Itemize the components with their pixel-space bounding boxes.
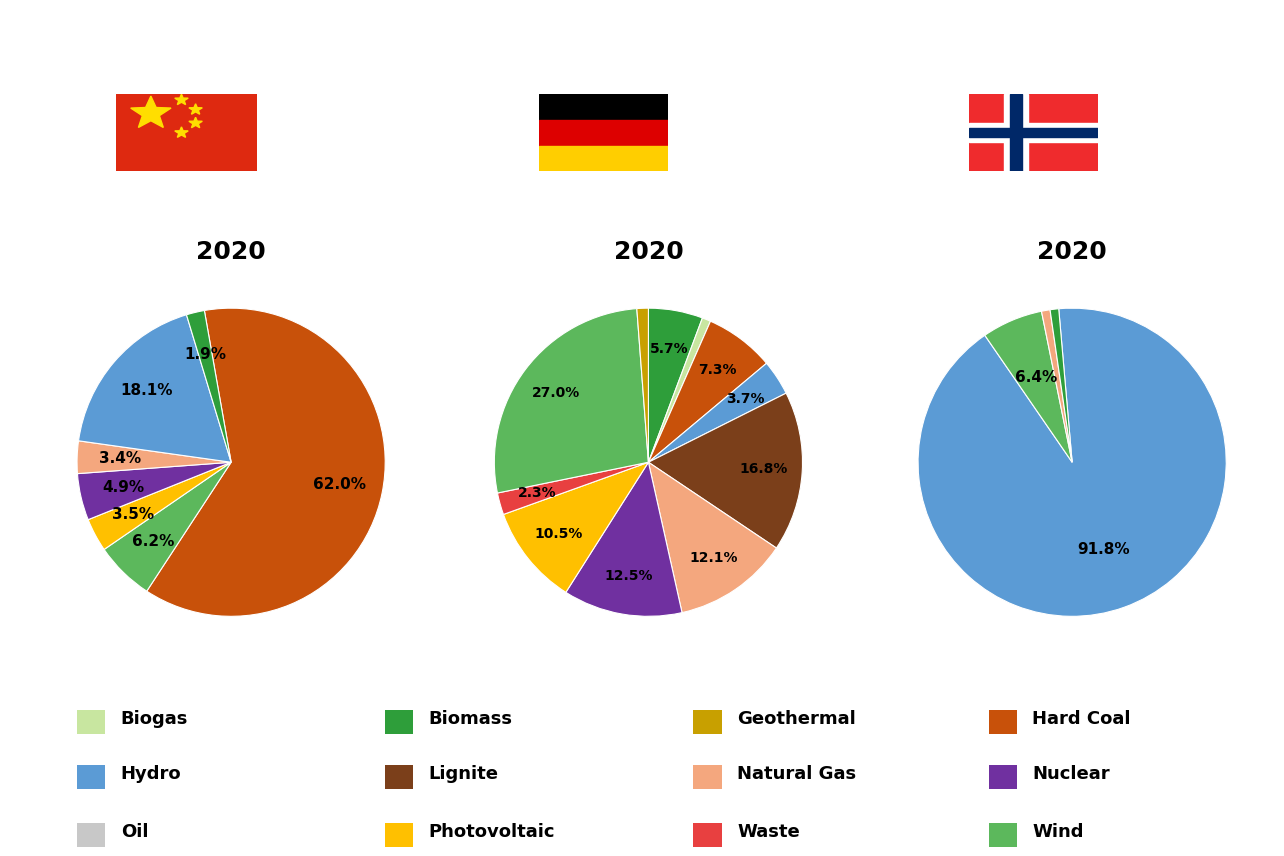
- Text: 1.9%: 1.9%: [185, 347, 226, 362]
- Wedge shape: [648, 308, 702, 462]
- Polygon shape: [131, 96, 171, 128]
- Text: Natural Gas: Natural Gas: [737, 764, 856, 783]
- Title: 2020: 2020: [196, 240, 266, 264]
- Wedge shape: [146, 308, 385, 616]
- Wedge shape: [186, 311, 231, 462]
- Polygon shape: [175, 127, 189, 137]
- Bar: [539, 120, 668, 146]
- Text: 16.8%: 16.8%: [740, 462, 788, 477]
- FancyBboxPatch shape: [989, 710, 1017, 734]
- Wedge shape: [497, 462, 648, 514]
- Text: 12.1%: 12.1%: [690, 550, 738, 565]
- FancyBboxPatch shape: [385, 765, 413, 789]
- Wedge shape: [648, 363, 786, 462]
- FancyBboxPatch shape: [77, 710, 105, 734]
- Text: Biomass: Biomass: [429, 710, 512, 728]
- Wedge shape: [89, 462, 231, 550]
- Text: 2.3%: 2.3%: [517, 486, 556, 501]
- Text: 3.4%: 3.4%: [99, 451, 141, 467]
- Text: Hydro: Hydro: [121, 764, 181, 783]
- Wedge shape: [648, 393, 802, 548]
- Text: Biogas: Biogas: [121, 710, 187, 728]
- Bar: [1011, 94, 1022, 171]
- FancyBboxPatch shape: [385, 710, 413, 734]
- Wedge shape: [494, 309, 648, 493]
- FancyBboxPatch shape: [693, 710, 722, 734]
- Text: Hard Coal: Hard Coal: [1032, 710, 1131, 728]
- Text: Nuclear: Nuclear: [1032, 764, 1109, 783]
- Wedge shape: [1050, 309, 1072, 462]
- Polygon shape: [189, 104, 203, 114]
- Text: Lignite: Lignite: [429, 764, 499, 783]
- Text: 7.3%: 7.3%: [698, 363, 737, 377]
- Text: 5.7%: 5.7%: [650, 342, 688, 355]
- Text: 12.5%: 12.5%: [605, 569, 652, 583]
- Text: 3.7%: 3.7%: [725, 392, 764, 406]
- Bar: [969, 128, 1098, 138]
- Bar: [539, 146, 668, 171]
- FancyBboxPatch shape: [693, 823, 722, 847]
- Text: 91.8%: 91.8%: [1077, 542, 1130, 556]
- Wedge shape: [637, 308, 648, 462]
- Text: Photovoltaic: Photovoltaic: [429, 823, 556, 841]
- Bar: [969, 123, 1098, 142]
- Text: Waste: Waste: [737, 823, 800, 841]
- FancyBboxPatch shape: [989, 765, 1017, 789]
- Text: Wind: Wind: [1032, 823, 1084, 841]
- Text: 62.0%: 62.0%: [313, 477, 366, 492]
- Text: 6.2%: 6.2%: [132, 534, 175, 549]
- Text: 6.4%: 6.4%: [1014, 370, 1057, 384]
- Wedge shape: [104, 462, 231, 591]
- Text: Geothermal: Geothermal: [737, 710, 855, 728]
- Wedge shape: [503, 462, 648, 592]
- Wedge shape: [77, 441, 231, 473]
- Text: 3.5%: 3.5%: [112, 507, 154, 522]
- Wedge shape: [78, 315, 231, 462]
- FancyBboxPatch shape: [385, 823, 413, 847]
- FancyBboxPatch shape: [77, 765, 105, 789]
- Wedge shape: [77, 462, 231, 520]
- Text: 27.0%: 27.0%: [532, 385, 580, 400]
- Text: 4.9%: 4.9%: [101, 480, 144, 495]
- Wedge shape: [918, 308, 1226, 616]
- Wedge shape: [985, 312, 1072, 462]
- FancyBboxPatch shape: [693, 765, 722, 789]
- Wedge shape: [648, 321, 767, 462]
- Wedge shape: [566, 462, 682, 616]
- Bar: [539, 94, 668, 120]
- Wedge shape: [648, 462, 777, 613]
- Polygon shape: [189, 117, 203, 128]
- Text: 10.5%: 10.5%: [534, 527, 583, 542]
- FancyBboxPatch shape: [77, 823, 105, 847]
- Text: 18.1%: 18.1%: [121, 383, 173, 397]
- Text: Oil: Oil: [121, 823, 148, 841]
- Bar: [1004, 94, 1027, 171]
- Polygon shape: [175, 94, 189, 104]
- FancyBboxPatch shape: [989, 823, 1017, 847]
- Title: 2020: 2020: [1037, 240, 1107, 264]
- Wedge shape: [648, 318, 710, 462]
- Title: 2020: 2020: [614, 240, 683, 264]
- Wedge shape: [1041, 310, 1072, 462]
